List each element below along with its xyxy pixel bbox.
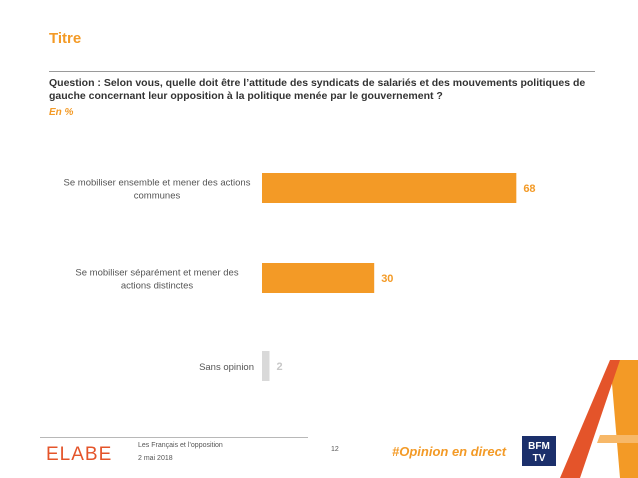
value-label-2: 30 <box>381 273 393 285</box>
page-number: 12 <box>331 446 339 453</box>
page-title: Titre <box>49 30 82 47</box>
value-label-3: 2 <box>276 361 282 373</box>
category-label-2: Se mobiliser séparément et mener des acti… <box>75 268 238 292</box>
svg-text:TV: TV <box>533 453 546 464</box>
bar-chart: 68 Se mobiliser ensemble et mener des act… <box>64 173 536 381</box>
survey-question: Question : Selon vous, quelle doit être … <box>49 77 586 102</box>
svg-text:BFM: BFM <box>528 441 550 452</box>
footer-divider <box>40 437 308 438</box>
value-label-1: 68 <box>523 183 535 195</box>
hashtag: #Opinion en direct <box>392 444 507 459</box>
unit-label: En % <box>49 107 74 118</box>
bar-3 <box>262 351 270 381</box>
bar-2 <box>262 263 375 293</box>
study-name: Les Français et l’opposition <box>138 442 223 449</box>
bar-1 <box>262 173 517 203</box>
bfm-tv-logo: BFM TV <box>522 436 556 466</box>
category-label-1: Se mobiliser ensemble et mener des actio… <box>64 178 251 202</box>
study-date: 2 mai 2018 <box>138 455 173 462</box>
category-label-3: Sans opinion <box>199 362 254 373</box>
header-divider <box>49 71 595 72</box>
elabe-a-shape <box>560 360 638 478</box>
elabe-logo: ELABE <box>46 444 113 465</box>
